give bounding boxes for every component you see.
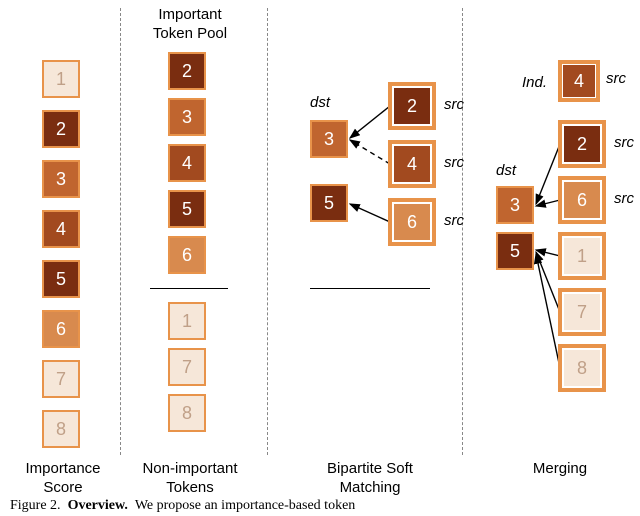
label-src-col4-2: src [614, 134, 634, 151]
token-1-outlined: 1 [558, 232, 606, 280]
label-merging: Merging [520, 460, 600, 479]
divider-col2 [150, 288, 228, 289]
token-7-inner: 7 [564, 294, 600, 330]
token-8: 8 [42, 410, 80, 448]
token-5: 5 [42, 260, 80, 298]
token-1: 1 [42, 60, 80, 98]
token-2-inner: 2 [564, 126, 600, 162]
token-2: 2 [168, 52, 206, 90]
divider-col3 [310, 288, 430, 289]
token-7: 7 [168, 348, 206, 386]
token-5: 5 [496, 232, 534, 270]
token-8-inner: 8 [564, 350, 600, 386]
token-4: 4 [42, 210, 80, 248]
label-src-col4-6: src [614, 190, 634, 207]
label-non-important-tokens: Non-importantTokens [135, 460, 245, 498]
label-ind: Ind. [522, 74, 547, 91]
divider-v2 [267, 8, 268, 455]
token-1-inner: 1 [564, 238, 600, 274]
token-8-outlined: 8 [558, 344, 606, 392]
token-1: 1 [168, 302, 206, 340]
label-importance-score: ImportanceScore [18, 460, 108, 498]
token-4-outlined: 4 [558, 60, 600, 102]
token-8: 8 [168, 394, 206, 432]
divider-v3 [462, 8, 463, 455]
token-4: 4 [168, 144, 206, 182]
token-3: 3 [168, 98, 206, 136]
token-6-outlined: 6 [388, 198, 436, 246]
figure-caption: Figure 2. Overview. We propose an import… [10, 498, 355, 514]
token-6-inner: 6 [564, 182, 600, 218]
token-7: 7 [42, 360, 80, 398]
token-3: 3 [42, 160, 80, 198]
token-3: 3 [496, 186, 534, 224]
label-important-token-pool: ImportantToken Pool [140, 6, 240, 44]
divider-v1 [120, 8, 121, 455]
token-4-inner: 4 [394, 146, 430, 182]
label-dst-col3: dst [310, 94, 330, 111]
token-2-outlined: 2 [558, 120, 606, 168]
label-src-col3-4: src [444, 154, 464, 171]
token-7-outlined: 7 [558, 288, 606, 336]
token-4-inner: 4 [563, 65, 595, 97]
label-src-col3-2: src [444, 96, 464, 113]
token-3: 3 [310, 120, 348, 158]
figure-canvas: ImportantToken Pool ImportanceScore Non-… [0, 0, 640, 516]
label-dst-col4: dst [496, 162, 516, 179]
token-5: 5 [310, 184, 348, 222]
token-6-inner: 6 [394, 204, 430, 240]
token-2: 2 [42, 110, 80, 148]
token-5: 5 [168, 190, 206, 228]
label-bipartite-soft-matching: Bipartite SoftMatching [310, 460, 430, 498]
label-src-col3-6: src [444, 212, 464, 229]
token-6-outlined: 6 [558, 176, 606, 224]
token-2-inner: 2 [394, 88, 430, 124]
label-src-ind: src [606, 70, 626, 87]
token-6: 6 [42, 310, 80, 348]
token-6: 6 [168, 236, 206, 274]
token-2-outlined: 2 [388, 82, 436, 130]
token-4-outlined: 4 [388, 140, 436, 188]
